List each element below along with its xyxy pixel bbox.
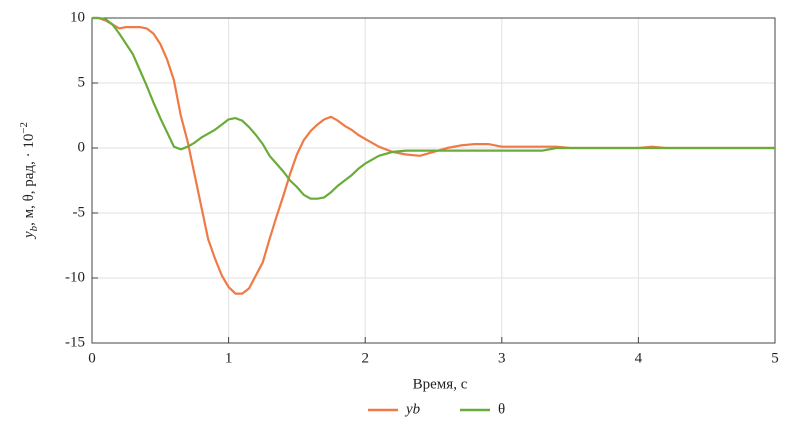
x-tick-label: 4: [635, 350, 643, 366]
legend-label: θ: [498, 401, 505, 417]
y-label-part: b: [28, 225, 40, 231]
x-tick-label: 3: [498, 350, 506, 366]
y-tick-label: -15: [65, 334, 85, 350]
series-line: [92, 16, 775, 200]
x-tick-label: 1: [225, 350, 233, 366]
series-line: [92, 16, 775, 295]
y-label-part: −2: [18, 122, 30, 134]
y-tick-label: 0: [78, 139, 86, 155]
y-label-part: y: [21, 231, 37, 240]
x-axis-label: Время, с: [413, 376, 468, 392]
y-axis-label: yb, м, θ, рад, · 10−2: [18, 122, 40, 240]
plot-frame: [91, 17, 776, 344]
y-tick-label: 10: [70, 9, 85, 25]
legend-label: yb: [404, 401, 421, 417]
x-tick-label: 0: [88, 350, 96, 366]
y-tick-label: -5: [73, 204, 86, 220]
x-tick-label: 2: [361, 350, 369, 366]
y-label-part: , м, θ, рад, · 10: [21, 134, 37, 226]
x-tick-label: 5: [771, 350, 779, 366]
y-tick-label: -10: [65, 269, 85, 285]
y-tick-label: 5: [78, 74, 86, 90]
